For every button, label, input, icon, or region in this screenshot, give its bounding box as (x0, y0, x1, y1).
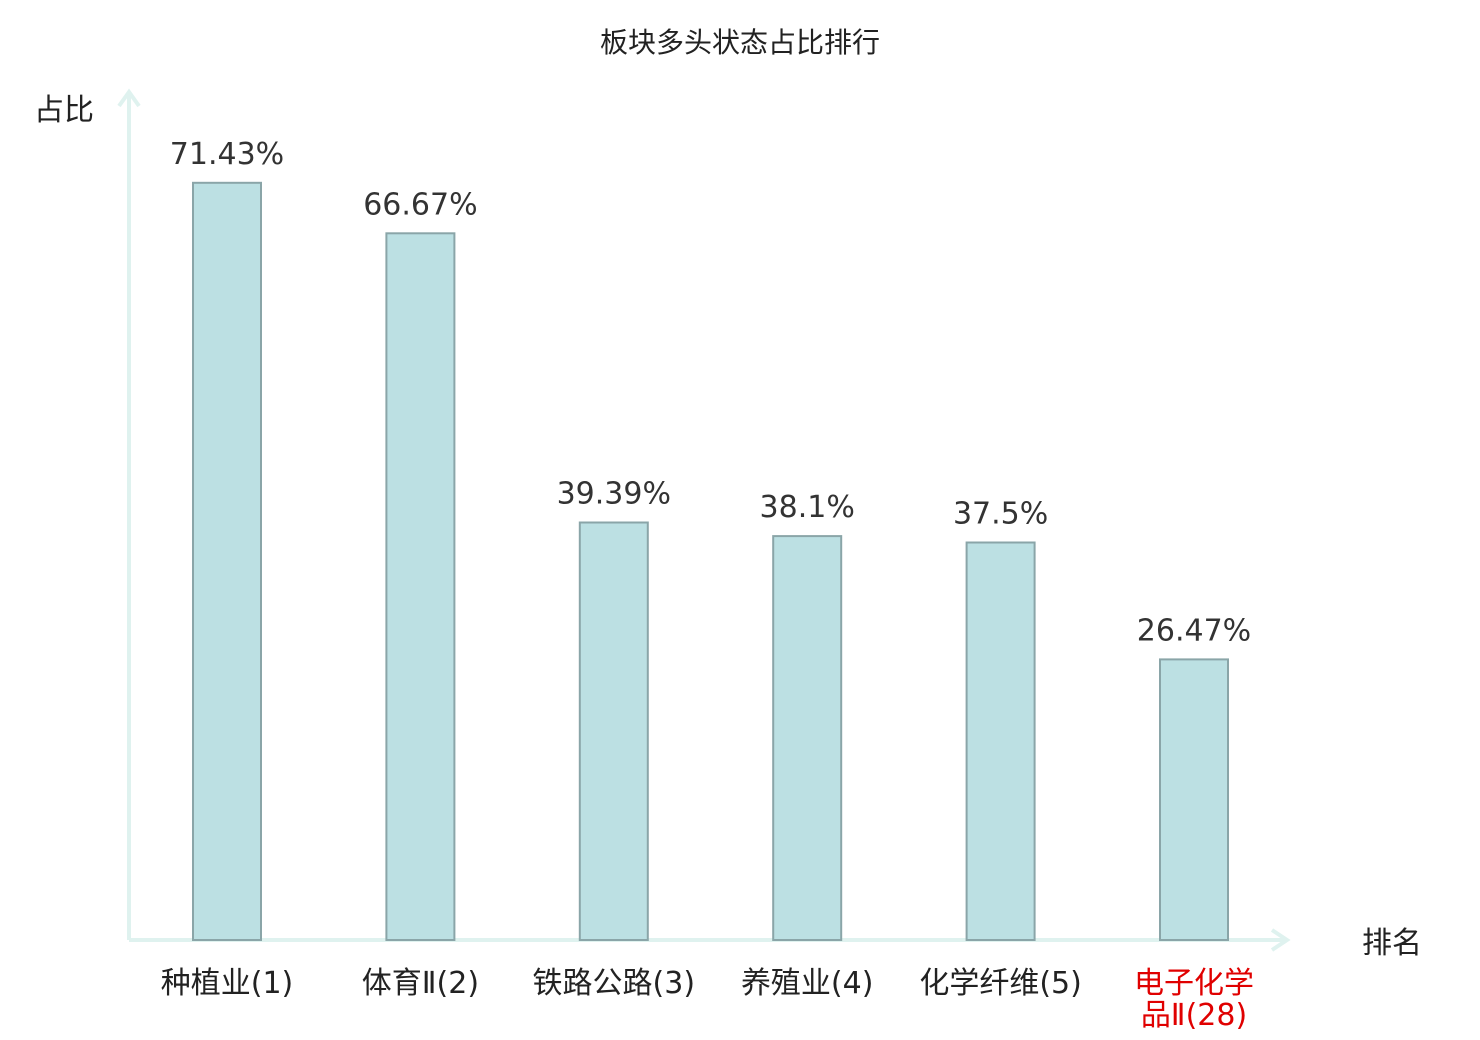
bar-3 (578, 521, 649, 941)
category-label-5: 化学纤维(5) (919, 966, 1082, 1001)
bar-5 (965, 541, 1036, 941)
bars-group (192, 181, 1229, 942)
category-label-6: 电子化学 (1134, 966, 1254, 1001)
bar-4 (772, 535, 843, 941)
category-label-4: 养殖业(4) (741, 966, 874, 1001)
value-labels-group: 71.43% 66.67% 39.39% 38.1% 37.5% 26.47% (170, 137, 1251, 649)
x-axis-label: 排名 (1362, 926, 1422, 961)
value-label-1: 71.43% (170, 137, 284, 172)
y-axis-label: 占比 (34, 93, 94, 128)
bar-2 (385, 232, 456, 942)
value-label-2: 66.67% (363, 187, 477, 222)
value-label-5: 37.5% (953, 497, 1048, 532)
category-label-1: 种植业(1) (161, 966, 294, 1001)
bar-6 (1159, 658, 1229, 942)
category-label-6-line2: 品Ⅱ(28) (1141, 998, 1247, 1033)
chart-title: 板块多头状态占比排行 (600, 26, 880, 59)
bar-1 (192, 181, 262, 942)
category-label-3: 铁路公路(3) (533, 966, 696, 1001)
x-axis: 排名 (129, 926, 1422, 961)
y-axis: 占比 (34, 88, 141, 940)
y-axis-arrow (117, 88, 141, 108)
category-labels-group: 种植业(1) 体育Ⅱ(2) 铁路公路(3) 养殖业(4) 化学纤维(5) 电子化学品Ⅱ(2… (161, 966, 1254, 1033)
category-label-2: 体育Ⅱ(2) (362, 966, 479, 1001)
value-label-6: 26.47% (1137, 613, 1251, 648)
value-label-3: 39.39% (557, 477, 671, 512)
x-axis-arrow (1270, 928, 1291, 952)
value-label-4: 38.1% (760, 490, 855, 525)
